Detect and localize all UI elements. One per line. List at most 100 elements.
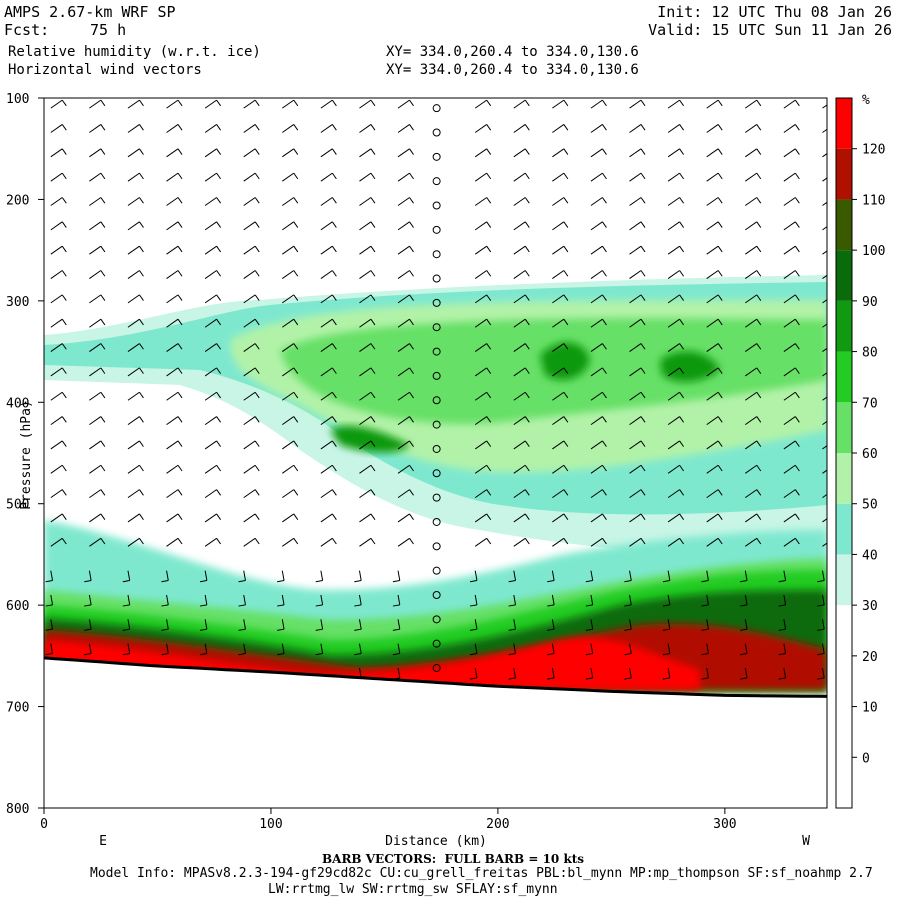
wind-barb bbox=[783, 367, 796, 377]
wind-barb bbox=[282, 294, 295, 304]
wind-barb bbox=[359, 172, 372, 182]
wind-barb bbox=[320, 594, 324, 605]
wind-barb bbox=[552, 489, 565, 499]
wind-barb-flag bbox=[370, 416, 376, 423]
wind-barb bbox=[513, 148, 526, 158]
wind-barb bbox=[667, 667, 671, 678]
wind-barb-flag bbox=[794, 172, 800, 180]
wind-barb-flag bbox=[370, 197, 376, 204]
wind-barb bbox=[166, 594, 169, 605]
y-axis-label: Pressure (hPa) bbox=[19, 400, 34, 510]
wind-barb-flag bbox=[100, 318, 106, 326]
wind-barb-flag bbox=[61, 99, 67, 107]
wind-barb-flag bbox=[370, 221, 376, 228]
wind-barb bbox=[243, 99, 256, 109]
wind-barb bbox=[89, 124, 102, 133]
wind-barb bbox=[706, 594, 709, 605]
wind-barb-flag bbox=[177, 197, 183, 204]
wind-barb bbox=[590, 489, 603, 499]
wind-barb-flag bbox=[469, 653, 478, 656]
wind-barb bbox=[745, 440, 758, 450]
wind-barb bbox=[50, 245, 63, 255]
wind-barb-flag bbox=[370, 270, 376, 277]
wind-barb-flag bbox=[662, 677, 670, 680]
wind-barb-flag bbox=[238, 580, 246, 583]
wind-barb-flag bbox=[293, 148, 299, 155]
wind-barb-flag bbox=[585, 604, 593, 607]
wind-barb-flag bbox=[794, 464, 800, 472]
wind-barb-flag bbox=[293, 221, 299, 228]
wind-barb-flag bbox=[139, 172, 144, 180]
wind-barb-flag bbox=[177, 99, 183, 107]
wind-barb-flag bbox=[778, 604, 786, 607]
wind-barb-flag bbox=[778, 628, 786, 631]
wind-barb-flag bbox=[199, 604, 207, 607]
wind-barb bbox=[706, 391, 719, 401]
wind-barb bbox=[127, 489, 140, 499]
wind-barb-flag bbox=[216, 270, 222, 277]
wind-barb bbox=[513, 570, 517, 581]
wind-barb-flag bbox=[238, 604, 246, 607]
wind-barb-flag bbox=[216, 464, 222, 472]
calm-wind-marker bbox=[432, 639, 441, 648]
wind-barb-flag bbox=[84, 653, 92, 656]
wind-barb-flag bbox=[563, 440, 569, 447]
wind-barb bbox=[50, 148, 63, 158]
wind-barb bbox=[359, 537, 372, 547]
wind-barb-flag bbox=[370, 245, 376, 253]
wind-barb bbox=[166, 172, 179, 182]
wind-barb-flag bbox=[524, 318, 530, 326]
wind-barb bbox=[166, 570, 169, 581]
end-label-right: W bbox=[802, 834, 810, 849]
wind-barb-flag bbox=[293, 294, 299, 301]
wind-barb-flag bbox=[61, 294, 67, 301]
wind-barb-flag bbox=[585, 628, 593, 631]
calm-wind-marker bbox=[432, 420, 441, 429]
wind-barb-flag bbox=[486, 391, 492, 399]
wind-barb bbox=[359, 99, 372, 109]
calm-wind-marker bbox=[432, 225, 441, 234]
wind-barb-flag bbox=[717, 416, 723, 423]
wind-barb bbox=[243, 489, 256, 499]
wind-barb bbox=[282, 391, 295, 401]
wind-barb-flag bbox=[254, 318, 260, 326]
wind-barb-flag bbox=[100, 440, 106, 447]
x-tick-label: 0 bbox=[40, 817, 48, 832]
wind-barb-flag bbox=[254, 537, 260, 545]
wind-barb bbox=[50, 197, 63, 206]
wind-barb bbox=[474, 318, 487, 328]
wind-barb bbox=[243, 416, 256, 426]
wind-barb bbox=[320, 318, 333, 328]
wind-barb bbox=[474, 343, 487, 352]
wind-barb bbox=[822, 104, 827, 109]
wind-barb-flag bbox=[486, 440, 492, 447]
wind-barb bbox=[822, 420, 827, 426]
wind-barb bbox=[552, 416, 565, 426]
wind-barb bbox=[513, 667, 517, 678]
wind-barb bbox=[320, 537, 333, 547]
x-tick-label: 300 bbox=[713, 817, 736, 832]
wind-barb-flag bbox=[293, 367, 299, 374]
wind-barb bbox=[667, 343, 680, 352]
calm-wind-marker bbox=[432, 250, 441, 259]
wind-barb bbox=[552, 391, 565, 401]
wind-barb-flag bbox=[740, 677, 748, 680]
wind-barb bbox=[822, 396, 827, 401]
wind-barb bbox=[822, 445, 827, 450]
wind-barb bbox=[127, 537, 140, 547]
wind-barb bbox=[629, 391, 642, 401]
wind-barb bbox=[474, 172, 487, 182]
wind-barb bbox=[706, 148, 719, 158]
wind-barb bbox=[204, 221, 217, 231]
wind-barb-flag bbox=[602, 343, 607, 350]
wind-barb-flag bbox=[331, 464, 337, 472]
wind-barb-flag bbox=[100, 294, 106, 301]
wind-barb bbox=[243, 318, 256, 328]
wind-barb-flag bbox=[640, 270, 646, 277]
wind-barb-flag bbox=[331, 99, 337, 107]
wind-barb-flag bbox=[139, 99, 144, 107]
wind-barb bbox=[204, 619, 208, 630]
wind-barb-flag bbox=[717, 489, 723, 496]
wind-barb bbox=[513, 367, 526, 377]
wind-barb bbox=[359, 464, 372, 474]
